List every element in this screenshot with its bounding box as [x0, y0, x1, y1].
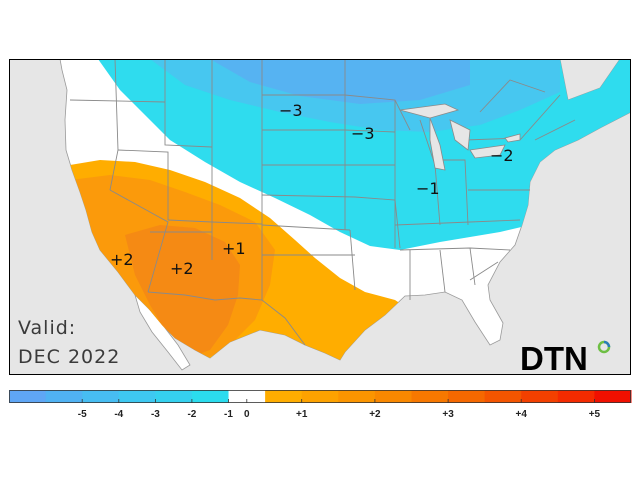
legend-swatch	[411, 390, 449, 403]
legend-swatch	[301, 390, 339, 403]
dtn-logo: DTN	[520, 337, 620, 382]
legend-tick-label: -4	[114, 409, 123, 420]
legend-border	[9, 390, 631, 403]
mexico-border	[147, 291, 306, 346]
legend-swatch	[45, 390, 83, 403]
label-upper-midwest: −3	[351, 124, 375, 143]
legend-tick-label: +5	[589, 409, 601, 420]
logo-text: DTN	[520, 340, 588, 377]
valid-label: Valid:	[18, 317, 77, 339]
warm-core-region	[125, 225, 240, 358]
legend-swatch	[521, 390, 559, 403]
legend-swatch	[557, 390, 595, 403]
map-frame	[9, 59, 631, 375]
legend-swatch	[448, 390, 486, 403]
legend-swatch	[82, 390, 120, 403]
legend-tick-label: 0	[244, 409, 250, 420]
valid-date: DEC 2022	[18, 346, 121, 368]
legend-tick-label: +4	[515, 409, 527, 420]
legend-tick-label: -3	[151, 409, 160, 420]
label-northeast: −2	[490, 146, 514, 165]
cold-deep-region	[210, 59, 470, 104]
legend-swatch	[228, 390, 266, 403]
legend-swatch	[118, 390, 156, 403]
legend-swatch	[9, 390, 47, 403]
legend-tick-label: +1	[296, 409, 308, 420]
label-arizona: +2	[170, 259, 194, 278]
legend-tick-label: -5	[78, 409, 87, 420]
legend-swatch	[484, 390, 522, 403]
label-ohio-valley: −1	[416, 179, 440, 198]
legend-tick-label: +2	[369, 409, 381, 420]
legend-tick-label: -2	[187, 409, 196, 420]
legend-tick-label: +3	[442, 409, 454, 420]
legend-swatch	[338, 390, 376, 403]
label-north-plains: −3	[279, 101, 303, 120]
legend-tick-label: -1	[224, 409, 233, 420]
legend-swatch	[191, 390, 230, 403]
legend-swatch	[155, 390, 193, 403]
anomaly-color-legend: -5 -4 -3 -2 -1 0 +1 +2 +3 +4 +5	[9, 390, 632, 420]
legend-swatch	[265, 390, 303, 403]
legend-swatch	[374, 390, 412, 403]
great-lakes	[399, 103, 521, 171]
label-new-mexico: +1	[222, 239, 246, 258]
label-california: +2	[110, 250, 134, 269]
legend-swatch	[594, 390, 632, 403]
